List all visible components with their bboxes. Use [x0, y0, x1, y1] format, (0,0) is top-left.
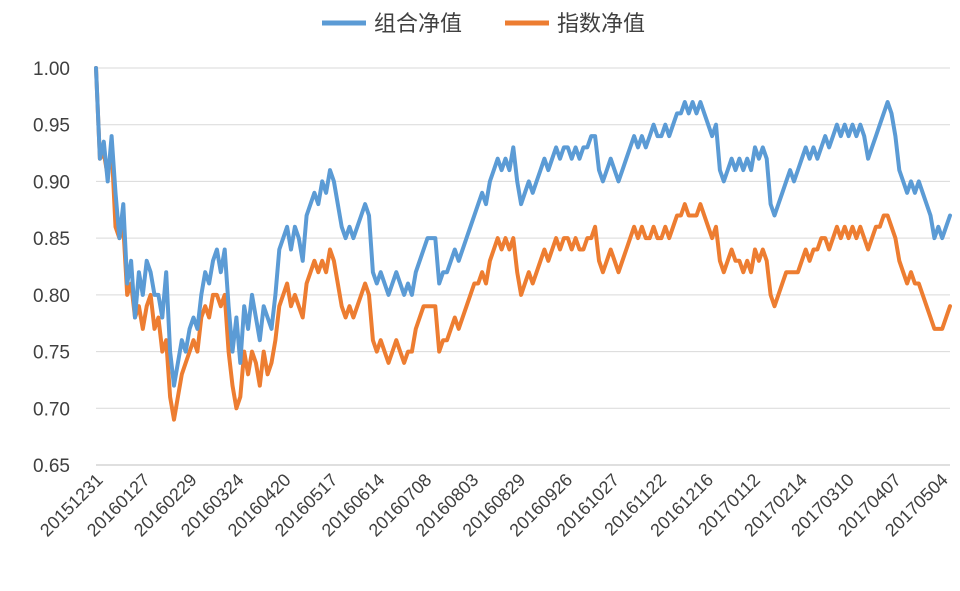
y-tick-label: 0.80 [33, 286, 70, 307]
series-line-portfolio [94, 66, 952, 388]
y-tick-label: 0.90 [33, 172, 70, 193]
y-tick-label: 0.70 [33, 399, 70, 420]
y-tick-label: 0.65 [33, 456, 70, 477]
y-tick-label: 0.85 [33, 229, 70, 250]
y-tick-label: 0.95 [33, 116, 70, 137]
x-axis: 2015123120160127201602292016032420160420… [36, 470, 952, 541]
legend-label-index: 指数净值 [557, 12, 645, 37]
series-line-index [94, 66, 952, 422]
y-axis-ticks: 0.65 0.70 0.75 0.80 0.85 0.90 0.95 1.00 [33, 59, 70, 477]
y-tick-label: 1.00 [33, 59, 70, 80]
y-tick-label: 0.75 [33, 343, 70, 364]
series-lines [94, 66, 952, 422]
legend-label-portfolio: 组合净值 [374, 12, 462, 37]
legend: 组合净值 指数净值 [322, 12, 645, 37]
